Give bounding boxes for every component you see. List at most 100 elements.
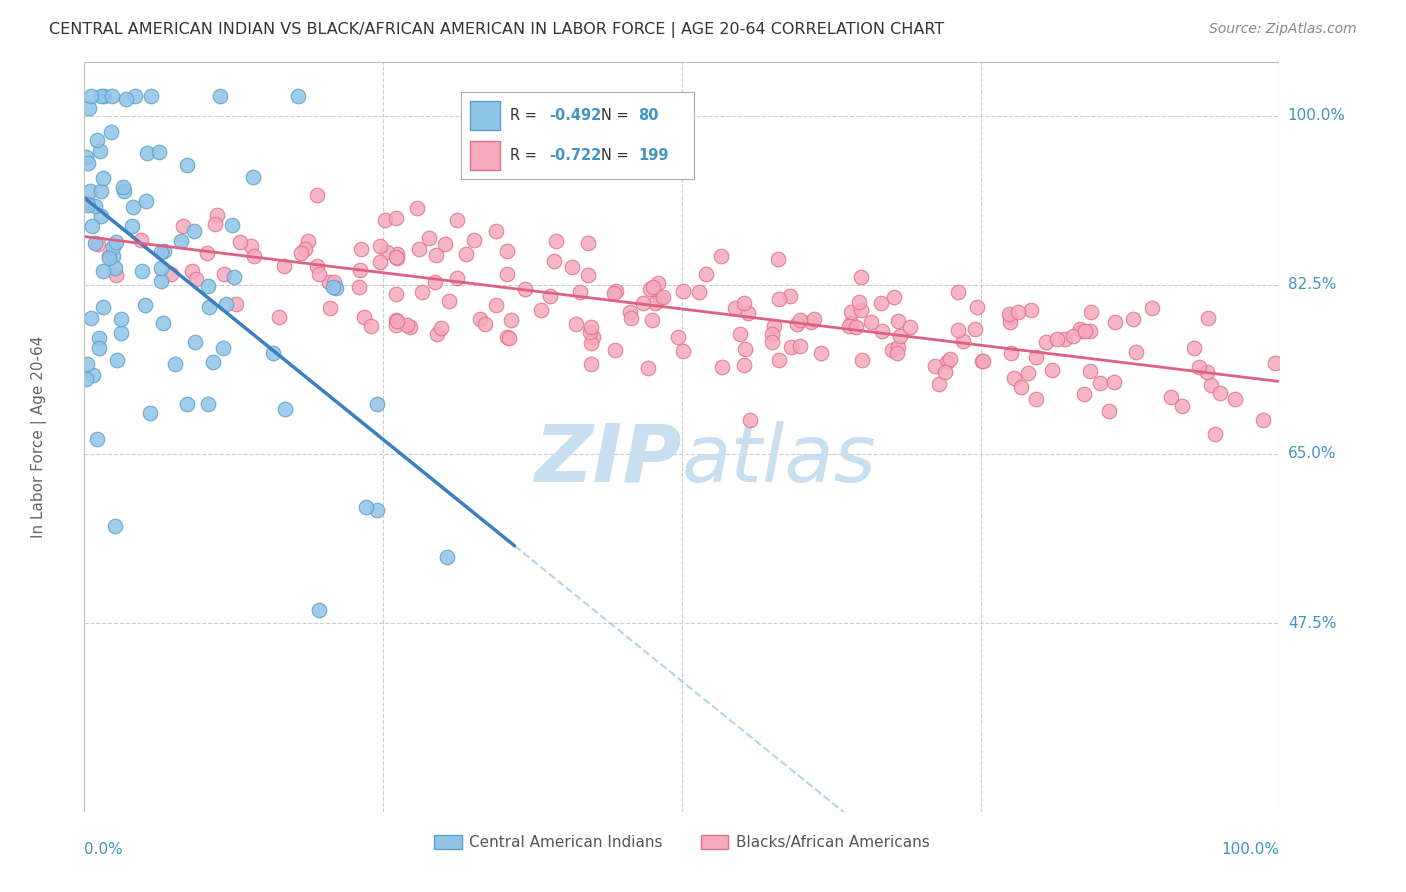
- Point: [845, 319, 868, 334]
- Point: [650, 291, 672, 305]
- Point: [135, 194, 157, 208]
- Point: [1090, 376, 1112, 390]
- Point: [761, 326, 783, 341]
- Point: [768, 252, 790, 266]
- Point: [870, 324, 893, 338]
- Point: [356, 500, 378, 515]
- Point: [763, 318, 786, 333]
- Point: [1102, 375, 1125, 389]
- Point: [1000, 346, 1022, 360]
- Point: [1074, 324, 1097, 338]
- Point: [110, 326, 132, 340]
- Point: [110, 311, 132, 326]
- Point: [122, 200, 145, 214]
- Point: [139, 406, 162, 420]
- Point: [544, 234, 567, 248]
- Point: [176, 397, 198, 411]
- Point: [638, 282, 661, 296]
- Point: [385, 247, 408, 261]
- Point: [998, 307, 1021, 321]
- Point: [150, 261, 173, 276]
- Point: [418, 231, 440, 245]
- Point: [485, 298, 508, 312]
- Point: [183, 335, 205, 350]
- Point: [474, 317, 496, 331]
- Point: [148, 145, 170, 160]
- Point: [287, 89, 309, 103]
- Point: [101, 249, 124, 263]
- Point: [104, 519, 127, 533]
- Point: [135, 145, 157, 160]
- Point: [350, 242, 373, 256]
- Point: [375, 244, 398, 259]
- Point: [637, 360, 659, 375]
- Text: 100.0%: 100.0%: [1288, 108, 1346, 123]
- Point: [582, 330, 605, 344]
- Point: [733, 296, 755, 310]
- Point: [543, 254, 565, 268]
- Point: [98, 251, 121, 265]
- Point: [86, 133, 108, 147]
- Point: [398, 320, 420, 334]
- Point: [1025, 351, 1047, 365]
- Point: [540, 288, 562, 302]
- Point: [768, 353, 790, 368]
- Point: [966, 301, 988, 315]
- Point: [170, 235, 193, 249]
- Point: [924, 359, 946, 373]
- Point: [353, 310, 375, 324]
- Point: [939, 351, 962, 366]
- Point: [149, 245, 172, 260]
- Point: [579, 357, 602, 371]
- Point: [1201, 378, 1223, 392]
- Point: [789, 338, 811, 352]
- Point: [761, 334, 783, 349]
- Point: [934, 365, 956, 379]
- Point: [385, 313, 408, 327]
- Point: [87, 341, 110, 355]
- Point: [273, 259, 295, 273]
- Point: [948, 285, 970, 300]
- Point: [307, 188, 329, 202]
- Point: [1070, 324, 1092, 338]
- Point: [319, 301, 342, 316]
- Text: Source: ZipAtlas.com: Source: ZipAtlas.com: [1209, 22, 1357, 37]
- Text: ZIP: ZIP: [534, 420, 682, 499]
- Point: [652, 290, 675, 304]
- Point: [641, 313, 664, 327]
- Point: [1122, 311, 1144, 326]
- Point: [603, 285, 626, 300]
- Legend: Central American Indians, Blacks/African Americans: Central American Indians, Blacks/African…: [427, 830, 936, 856]
- Point: [936, 354, 959, 368]
- Point: [456, 247, 478, 261]
- Point: [134, 298, 156, 312]
- Point: [243, 249, 266, 263]
- Point: [579, 325, 602, 339]
- Point: [121, 219, 143, 233]
- Point: [396, 318, 419, 332]
- Point: [86, 236, 108, 251]
- Point: [366, 397, 388, 411]
- Point: [1007, 305, 1029, 319]
- Point: [644, 295, 666, 310]
- Point: [385, 211, 408, 225]
- Point: [82, 368, 104, 382]
- Point: [91, 170, 114, 185]
- Point: [385, 318, 408, 332]
- Point: [205, 209, 228, 223]
- Text: 65.0%: 65.0%: [1288, 447, 1336, 461]
- Text: In Labor Force | Age 20-64: In Labor Force | Age 20-64: [31, 336, 46, 538]
- Point: [952, 334, 974, 348]
- Point: [322, 279, 344, 293]
- Point: [385, 313, 408, 327]
- Point: [576, 268, 599, 282]
- Point: [484, 224, 506, 238]
- Point: [86, 432, 108, 446]
- Point: [325, 281, 347, 295]
- Point: [221, 219, 243, 233]
- Point: [710, 360, 733, 375]
- Point: [349, 280, 371, 294]
- Point: [605, 284, 627, 298]
- Point: [229, 235, 252, 250]
- Point: [513, 282, 536, 296]
